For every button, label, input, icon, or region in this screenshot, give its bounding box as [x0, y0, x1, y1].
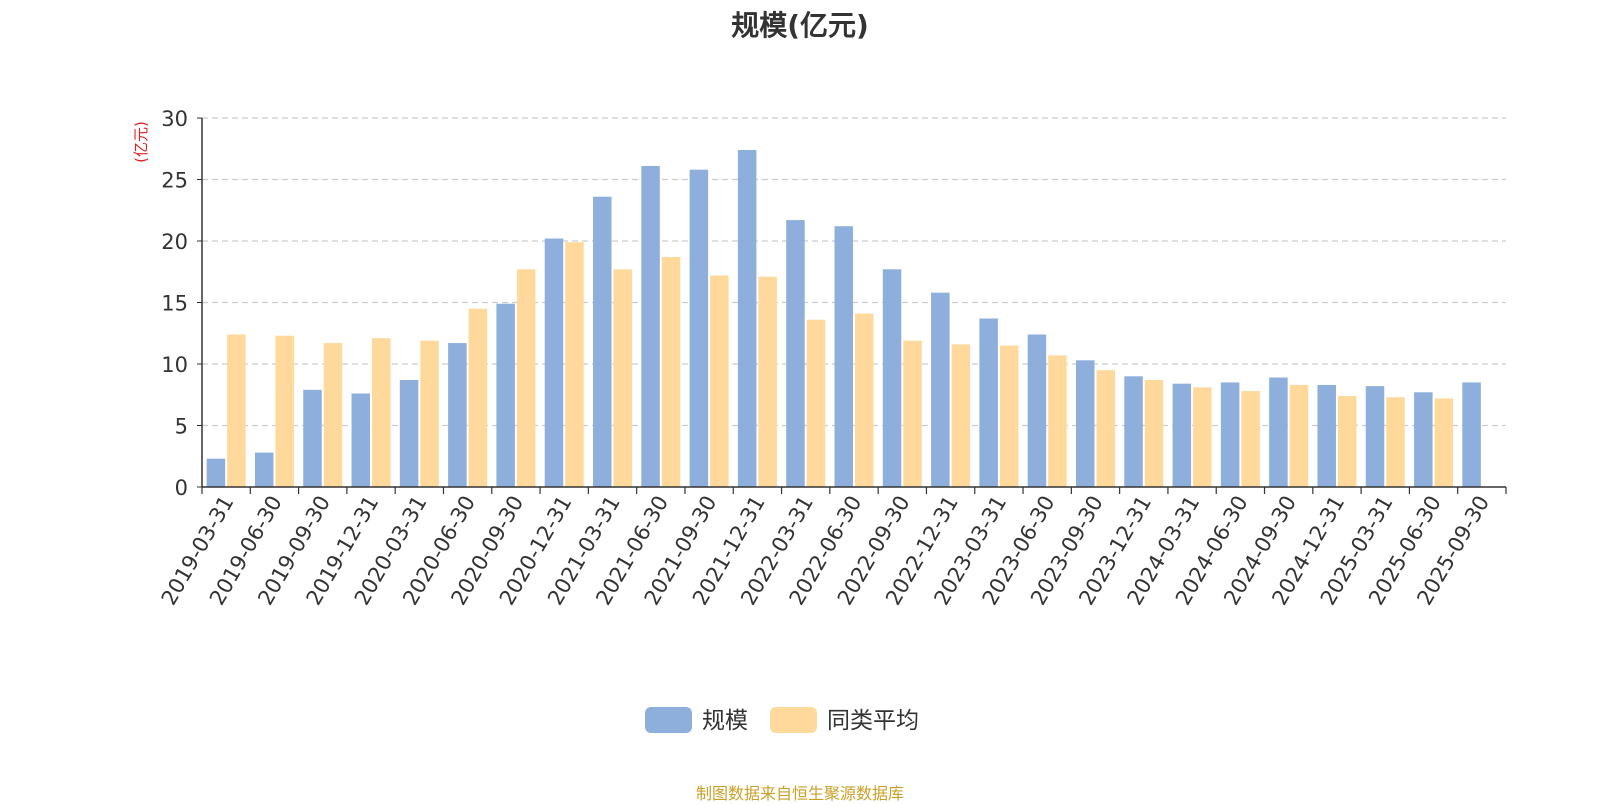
legend-label: 规模 [702, 708, 748, 734]
bar-series-2 [565, 242, 584, 487]
bar-series-1 [834, 226, 853, 488]
y-tick-label: 20 [161, 230, 188, 254]
legend-label: 同类平均 [827, 708, 919, 734]
bar-series-1 [1269, 377, 1288, 487]
bar-series-2 [1289, 384, 1309, 487]
bar-series-1 [1124, 376, 1143, 487]
y-tick-label: 30 [161, 107, 188, 131]
bar-series-1 [593, 196, 612, 487]
bar-series-1 [1172, 383, 1192, 487]
bar-series-2 [758, 276, 777, 487]
y-tick-label: 25 [161, 169, 188, 193]
bar-series-1 [448, 343, 467, 487]
bar-series-1 [1075, 360, 1095, 487]
bar-series-2 [661, 256, 681, 487]
bar-series-2 [227, 334, 246, 487]
legend: 规模 同类平均 [645, 707, 919, 734]
bar-series-2 [1241, 391, 1260, 487]
bar-series-2 [372, 338, 391, 487]
bar-series-2 [1096, 370, 1115, 487]
bar-series-1 [1027, 334, 1047, 487]
bar-series-2 [710, 275, 729, 487]
bars [206, 149, 1481, 488]
bar-series-2 [1434, 398, 1454, 487]
bar-series-2 [275, 335, 294, 487]
bar-series-1 [641, 165, 660, 487]
bar-series-1 [351, 393, 371, 487]
grid-lines [202, 117, 1506, 427]
bar-series-1 [1365, 386, 1385, 487]
bar-series-2 [999, 345, 1019, 487]
y-tick-label: 0 [175, 476, 188, 500]
bar-series-2 [951, 344, 971, 487]
bar-series-2 [516, 269, 536, 487]
bar-series-2 [806, 319, 826, 487]
bar-series-2 [1193, 387, 1212, 487]
legend-swatch [770, 707, 817, 733]
bar-series-1 [786, 220, 805, 487]
bar-series-2 [420, 340, 439, 487]
bar-series-2 [1048, 355, 1067, 487]
y-tick-label: 10 [161, 353, 188, 377]
bar-series-2 [468, 308, 488, 487]
bar-series-1 [979, 318, 998, 487]
legend-swatch [645, 707, 692, 733]
bar-series-1 [1462, 382, 1481, 487]
bar-series-2 [1144, 379, 1164, 487]
bar-series-1 [1220, 382, 1240, 487]
bar-series-1 [689, 169, 709, 487]
bar-series-2 [613, 269, 633, 487]
bar-series-2 [855, 313, 874, 487]
bar-series-1 [737, 149, 757, 488]
bar-series-2 [1337, 395, 1357, 487]
bar-series-1 [399, 379, 419, 487]
bar-series-2 [1386, 397, 1405, 487]
bar-series-2 [323, 343, 343, 487]
bar-series-1 [882, 269, 902, 487]
y-tick-label: 15 [161, 292, 188, 316]
bar-series-1 [1414, 392, 1433, 487]
bar-series-1 [254, 452, 274, 487]
y-axis-unit-label: (亿元) [132, 121, 150, 163]
bar-series-1 [206, 458, 226, 487]
bar-series-1 [303, 389, 322, 487]
bar-series-1 [931, 292, 950, 487]
bar-series-1 [496, 303, 515, 487]
bar-series-1 [544, 238, 564, 487]
bar-series-2 [903, 340, 922, 487]
y-tick-label: 5 [175, 415, 188, 439]
data-source-note: 制图数据来自恒生聚源数据库 [695, 784, 904, 803]
bar-series-1 [1317, 384, 1336, 487]
chart-title: 规模(亿元) [731, 9, 869, 42]
